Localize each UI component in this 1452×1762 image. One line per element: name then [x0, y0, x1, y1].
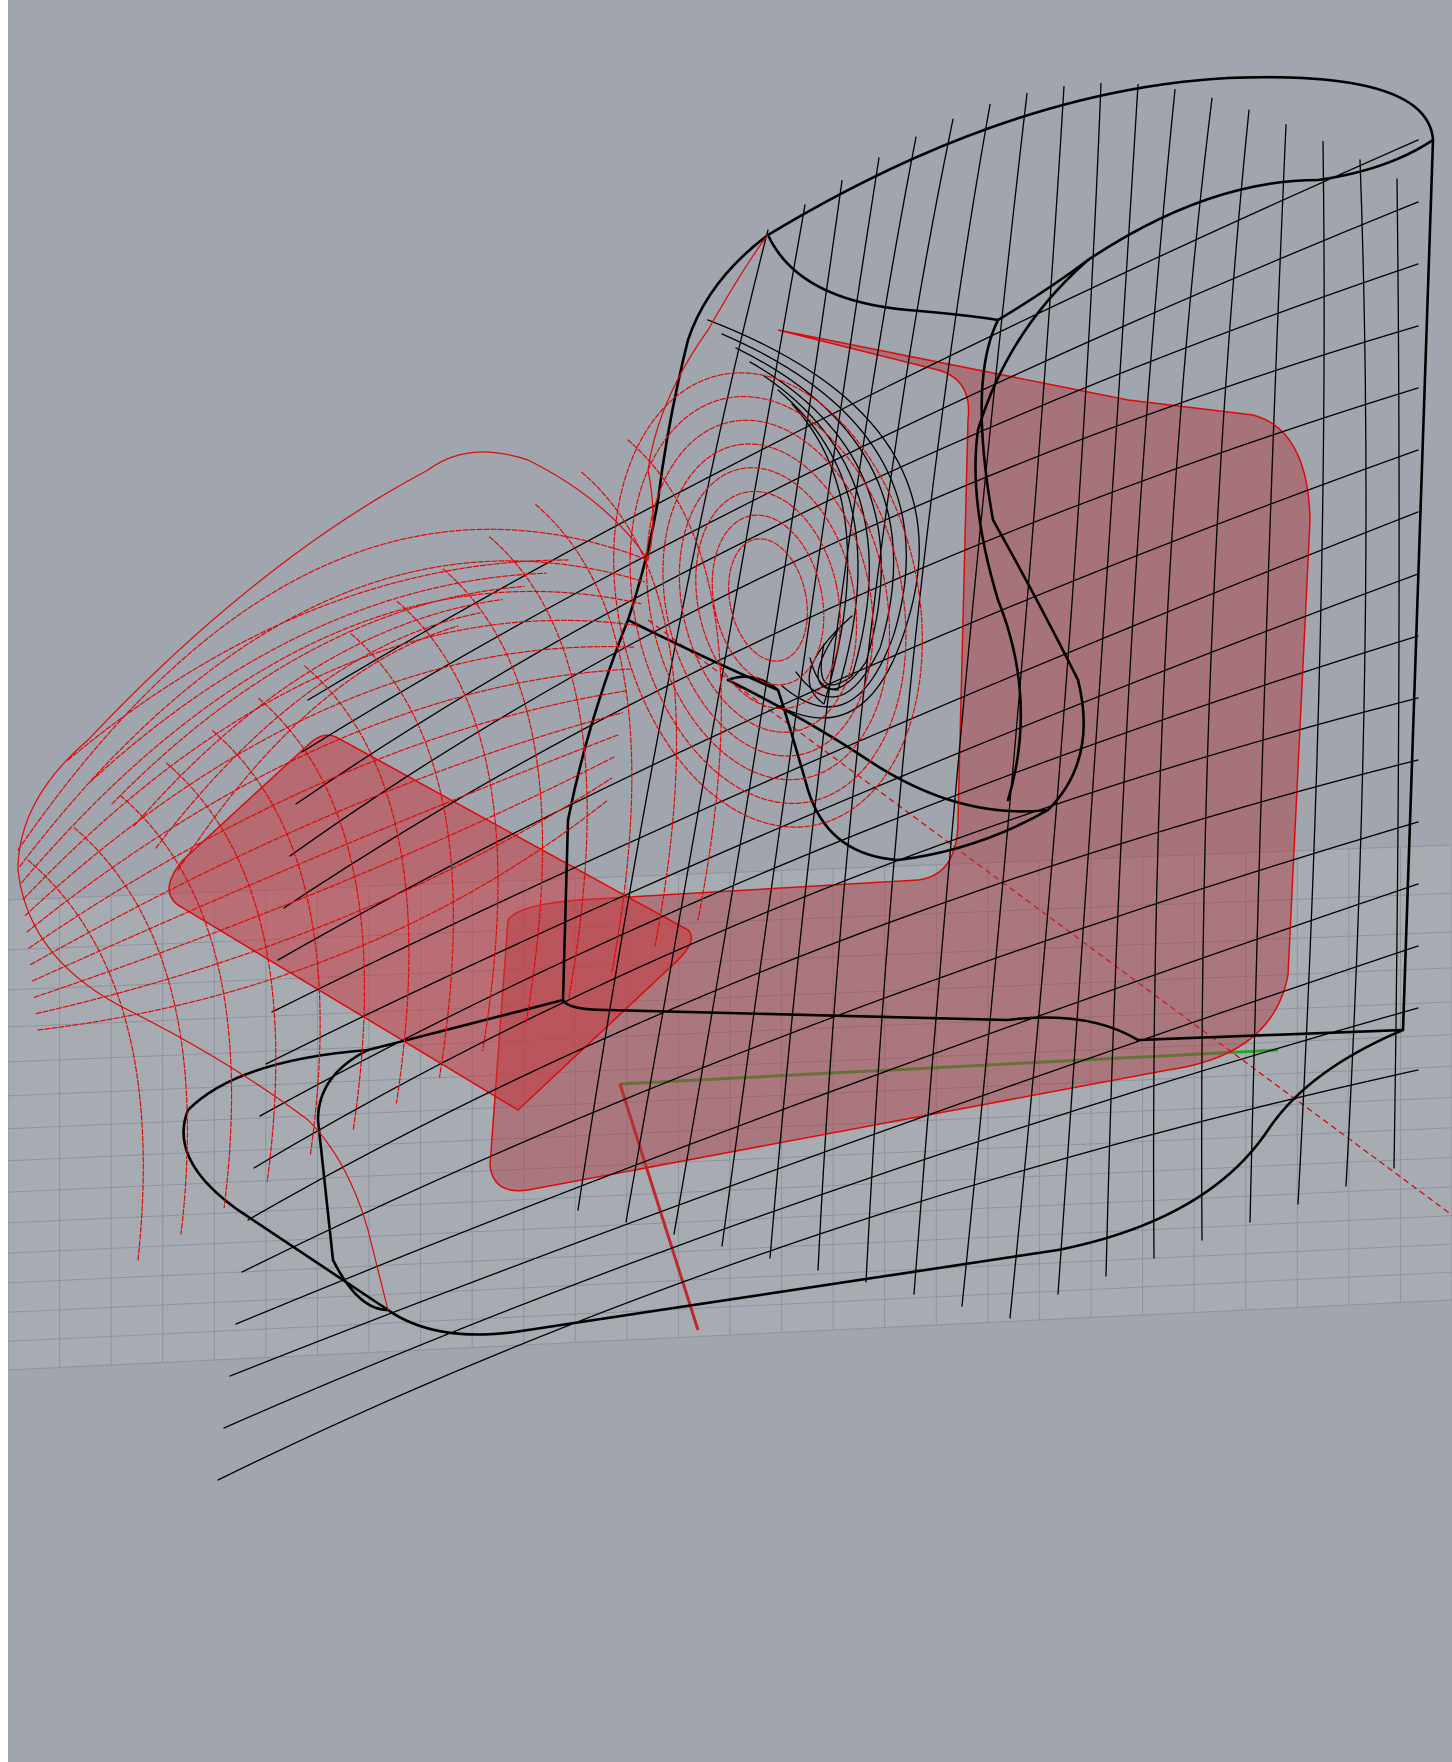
isocurve-red — [35, 777, 613, 1015]
isocurve-red-ring — [728, 538, 808, 662]
world-axis-x — [618, 1083, 700, 1331]
isocurve-red — [396, 600, 499, 1052]
isocurve-ring — [777, 389, 859, 691]
isocurve-red — [17, 528, 649, 851]
isocurve-horizontal — [253, 697, 1419, 1169]
isocurve-horizontal — [295, 263, 1419, 805]
grid-line — [8, 967, 1452, 1028]
isocurve-red — [19, 560, 645, 867]
isocurve-red — [155, 612, 481, 849]
isocurve-red — [27, 859, 144, 1261]
isocurve-vertical — [913, 92, 1028, 1295]
isocurve-vertical — [1393, 178, 1400, 1169]
isocurve-horizontal — [223, 1007, 1419, 1429]
grid-line — [8, 1186, 1452, 1254]
isocurve-horizontal — [217, 1069, 1419, 1481]
grid-line — [8, 1243, 1452, 1313]
isocurve-red-ring — [629, 395, 907, 805]
isocurve-vertical — [1345, 159, 1367, 1187]
grid-line — [8, 931, 1452, 991]
isocurve-red — [73, 827, 188, 1235]
isocurve-horizontal — [277, 449, 1419, 961]
isocurve-red — [31, 733, 620, 982]
isocurve-vertical — [1249, 124, 1287, 1223]
isocurve-red-ring — [662, 443, 874, 757]
isocurve-horizontal — [271, 511, 1419, 1013]
world-axis-y — [619, 1048, 1279, 1086]
isocurve-ring — [707, 319, 920, 719]
isocurve-red — [24, 646, 635, 917]
isocurve-horizontal — [301, 201, 1419, 753]
isocurve-vertical — [1201, 109, 1250, 1241]
isocurve-vertical — [1105, 88, 1176, 1277]
isocurve-vertical — [1009, 82, 1102, 1319]
left-arm-surface[interactable] — [17, 234, 963, 1311]
isocurve-vertical — [769, 136, 917, 1259]
isocurve-horizontal — [283, 387, 1419, 909]
isocurve-vertical — [1152, 97, 1213, 1259]
isocurve-red — [442, 568, 544, 1026]
isocurve-red — [627, 439, 722, 921]
grid-line — [8, 1271, 1452, 1342]
isocurve-red — [133, 599, 503, 827]
isocurve-horizontal — [259, 635, 1419, 1117]
isocurve-horizontal — [289, 325, 1419, 857]
isocurve-vertical — [961, 85, 1065, 1307]
isocurve-horizontal — [229, 945, 1419, 1377]
isocurve-red — [37, 799, 609, 1031]
isocurve-red — [21, 590, 642, 884]
isocurve-red — [111, 585, 525, 805]
isocurve-red-ring — [695, 490, 841, 710]
isocurve-vertical — [1057, 83, 1139, 1295]
back-panel-surface[interactable] — [489, 329, 1311, 1192]
grid-line — [8, 1215, 1452, 1284]
isocurve-red — [350, 633, 454, 1078]
isocurve-red — [165, 762, 277, 1183]
isocurve-red-ring — [711, 514, 825, 686]
grid-line — [8, 1034, 1452, 1097]
isocurve-red — [119, 794, 233, 1209]
axis-guide — [647, 619, 1452, 1216]
isocurve-red — [30, 712, 624, 966]
isocurve-red — [67, 559, 569, 761]
grid-line — [8, 1299, 1452, 1371]
grid-line — [8, 1127, 1452, 1193]
grid-line — [8, 1001, 1452, 1063]
grid-line — [8, 1065, 1452, 1130]
isocurve-red — [535, 504, 633, 973]
isocurve-horizontal — [241, 821, 1419, 1273]
isocurve-red — [258, 697, 366, 1130]
isocurve-red-ring — [645, 419, 891, 781]
isocurve-horizontal — [247, 759, 1419, 1221]
chair-body-surface[interactable] — [182, 75, 1435, 1481]
isocurve-horizontal — [235, 883, 1419, 1325]
isocurve-red — [26, 668, 631, 933]
perspective-viewport[interactable] — [8, 0, 1452, 1762]
isocurve-ring — [763, 375, 870, 686]
isocurve-vertical — [1297, 141, 1325, 1205]
isocurve-red — [581, 471, 678, 947]
viewport-canvas[interactable] — [8, 0, 1452, 1762]
isocurve-red — [177, 625, 459, 871]
isocurve-red-ring — [613, 372, 923, 828]
isocurve-vertical — [721, 157, 880, 1247]
isocurve-red — [28, 690, 627, 949]
isocurve-vertical — [865, 103, 991, 1283]
isocurve-horizontal — [265, 573, 1419, 1065]
isocurve-vertical — [577, 229, 769, 1211]
isocurve-red — [33, 755, 616, 998]
isocurve-red — [89, 572, 547, 783]
isocurve-horizontal — [307, 139, 1419, 701]
isocurve-red-ring — [678, 467, 858, 733]
isocurve-red — [22, 619, 638, 900]
